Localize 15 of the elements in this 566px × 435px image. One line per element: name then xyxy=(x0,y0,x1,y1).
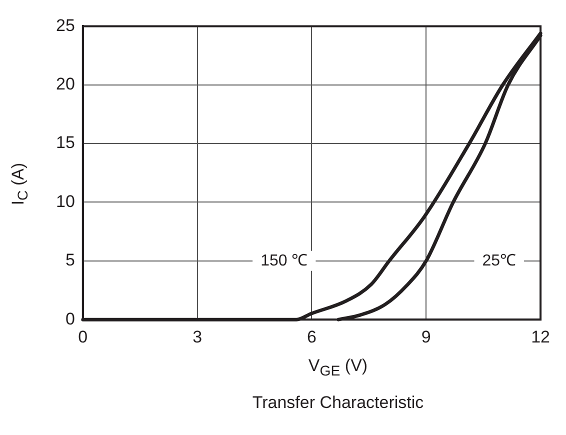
y-tick-label: 0 xyxy=(65,309,75,328)
y-tick-label: 20 xyxy=(56,74,75,94)
x-tick-label: 3 xyxy=(192,327,202,346)
text: 150 ℃ xyxy=(260,252,308,270)
x-axis-title: V$_{GE}$ (V) xyxy=(308,356,368,380)
x-tick-label: 9 xyxy=(421,327,431,346)
y-tick-label: 15 xyxy=(56,133,75,152)
text: Transfer Characteristic xyxy=(252,393,424,413)
x-tick-label: 6 xyxy=(306,327,316,346)
y-tick-label: 10 xyxy=(56,192,75,211)
x-tick-label: 12 xyxy=(531,327,550,346)
x-tick-label: 0 xyxy=(78,327,88,346)
text: 25℃ xyxy=(482,252,516,270)
y-tick-label: 25 xyxy=(56,16,75,35)
y-tick-label: 5 xyxy=(65,250,75,270)
